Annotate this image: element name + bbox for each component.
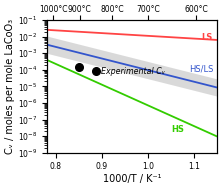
- Text: LS: LS: [201, 33, 212, 42]
- Text: HS/LS: HS/LS: [190, 64, 214, 74]
- Text: HS: HS: [171, 125, 184, 134]
- Y-axis label: Cᵥ / moles per mole LaCoO₃: Cᵥ / moles per mole LaCoO₃: [5, 19, 15, 154]
- X-axis label: 1000/T / K⁻¹: 1000/T / K⁻¹: [103, 174, 161, 184]
- Text: Experimental Cᵥ: Experimental Cᵥ: [101, 67, 165, 76]
